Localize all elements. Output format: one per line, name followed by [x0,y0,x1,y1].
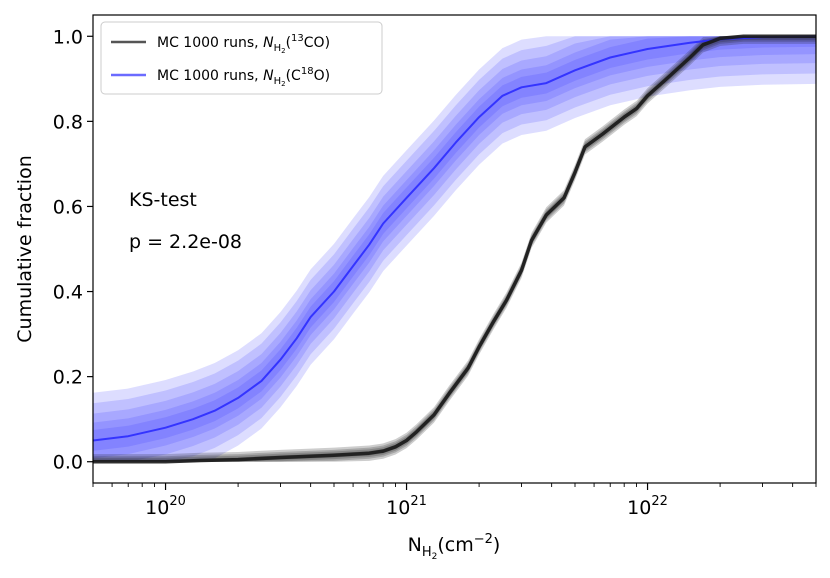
p-value-label: p = 2.2e-08 [129,231,242,253]
x-axis-label: NH2(cm−2) [408,532,501,562]
x-axis-label-unit: (cm [437,534,473,556]
x-axis-label-close: ) [493,534,500,556]
legend-c18o-suffix: O) [314,68,330,84]
y-tick-label: 0.4 [53,282,83,304]
y-axis-ticks: 0.0 0.2 0.4 0.6 0.8 1.0 [53,26,93,473]
x-tick-base: 10 [145,497,169,519]
legend-13co-sub: H [274,43,282,54]
x-tick-label: 1022 [627,494,668,519]
x-tick-exponent: 22 [651,494,668,509]
legend-13co-suffix: CO) [304,35,330,51]
y-tick-label: 0.6 [53,196,83,218]
x-tick-exponent: 20 [169,494,186,509]
x-tick-base: 10 [627,497,651,519]
x-tick-exponent: 21 [410,494,427,509]
y-tick-label: 0.0 [53,452,83,474]
legend-c18o-sup: 18 [301,66,314,77]
y-tick-label: 1.0 [53,26,83,48]
y-tick-label: 0.8 [53,111,83,133]
legend-c18o-mid: (C [286,68,301,84]
ks-test-label: KS-test [129,189,197,211]
legend: MC 1000 runs, NH2(13CO) MC 1000 runs, NH… [101,22,382,94]
x-tick-base: 10 [386,497,410,519]
x-axis-label-exp: −2 [474,532,493,547]
legend-13co-sup: 13 [291,33,304,44]
legend-c18o-prefix: MC 1000 runs, [157,68,263,84]
x-axis-label-sub: H [422,545,432,560]
x-tick-label: 1021 [386,494,427,519]
y-axis-label: Cumulative fraction [14,155,36,342]
legend-13co-prefix: MC 1000 runs, [157,35,263,51]
legend-c18o-n: N [263,68,274,84]
x-tick-label: 1020 [145,494,186,519]
legend-c18o-sub: H [274,76,282,87]
y-tick-label: 0.2 [53,367,83,389]
legend-13co-n: N [263,35,274,51]
x-axis-label-symbol: N [408,534,422,556]
